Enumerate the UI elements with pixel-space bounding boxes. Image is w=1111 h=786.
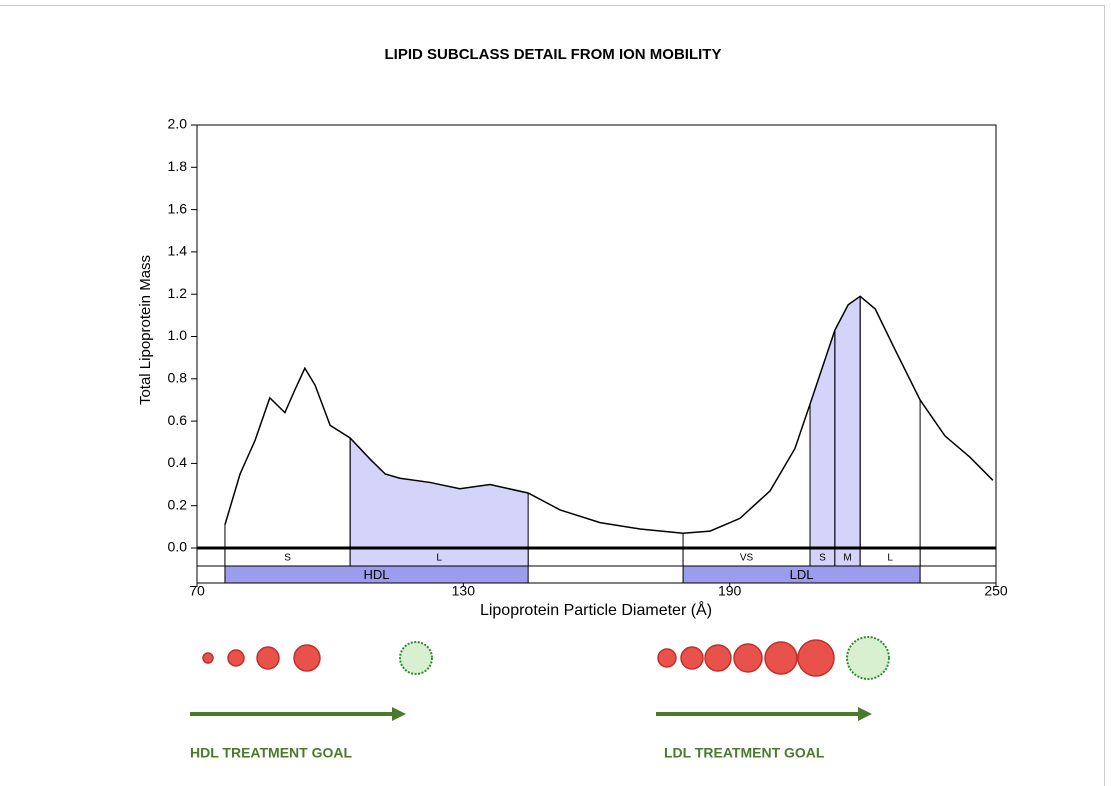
y-tick-label: 0.6 bbox=[168, 412, 188, 428]
arrowhead bbox=[858, 707, 872, 721]
y-tick-label: 0.2 bbox=[168, 496, 188, 512]
y-tick-label: 0.4 bbox=[168, 454, 188, 470]
plot-frame bbox=[197, 125, 996, 583]
y-tick-label: 2.0 bbox=[168, 116, 188, 132]
y-tick-label: 0.0 bbox=[168, 539, 188, 555]
x-axis-label: Lipoprotein Particle Diameter (Å) bbox=[480, 600, 712, 619]
particle bbox=[734, 644, 762, 672]
subclass-label: VS bbox=[740, 553, 754, 564]
particle bbox=[228, 650, 244, 666]
arrows bbox=[190, 707, 872, 721]
particles bbox=[203, 640, 834, 676]
subclass-label: S bbox=[284, 553, 291, 564]
y-tick-label: 0.8 bbox=[168, 370, 188, 386]
y-tick-label: 1.2 bbox=[168, 285, 188, 301]
particle bbox=[400, 642, 432, 674]
goal-label: HDL TREATMENT GOAL bbox=[190, 745, 352, 761]
particle bbox=[798, 640, 834, 676]
class-label: HDL bbox=[364, 567, 390, 582]
particle bbox=[765, 642, 797, 674]
y-tick-label: 1.0 bbox=[168, 327, 188, 343]
class-label: LDL bbox=[790, 567, 814, 582]
y-tick-label: 1.6 bbox=[168, 200, 188, 216]
plot: 0.0 0.2 0.4 0.6 0.8 1.0 1.2 1.4 1.6 1.8 2.0 70 130 19… bbox=[168, 116, 1008, 599]
subclass-label: L bbox=[436, 553, 442, 564]
x-tick-label: 70 bbox=[189, 583, 205, 599]
shaded-area bbox=[810, 330, 835, 548]
particle bbox=[847, 637, 889, 679]
x-tick-label: 250 bbox=[984, 583, 1008, 599]
y-tick-label: 1.8 bbox=[168, 158, 188, 174]
arrowhead bbox=[392, 707, 406, 721]
subclass-label: S bbox=[819, 553, 826, 564]
particle bbox=[203, 653, 213, 663]
particle bbox=[294, 645, 320, 671]
goal-label: LDL TREATMENT GOAL bbox=[664, 745, 825, 761]
x-tick-label: 190 bbox=[718, 583, 742, 599]
particle bbox=[658, 649, 676, 667]
x-tick-label: 130 bbox=[452, 583, 476, 599]
subclass-label: L bbox=[887, 553, 893, 564]
shaded-area bbox=[835, 296, 860, 548]
particle bbox=[705, 645, 731, 671]
chart: LIPID SUBCLASS DETAIL FROM ION MOBILITY … bbox=[0, 0, 1111, 786]
curve bbox=[225, 296, 993, 533]
shaded-area bbox=[350, 438, 528, 548]
particle bbox=[681, 647, 703, 669]
chart-title: LIPID SUBCLASS DETAIL FROM ION MOBILITY bbox=[385, 46, 722, 63]
y-axis-label: Total Lipoprotein Mass bbox=[137, 255, 154, 405]
subclass-label: M bbox=[843, 553, 851, 564]
y-tick-label: 1.4 bbox=[168, 243, 188, 259]
particle bbox=[257, 647, 279, 669]
